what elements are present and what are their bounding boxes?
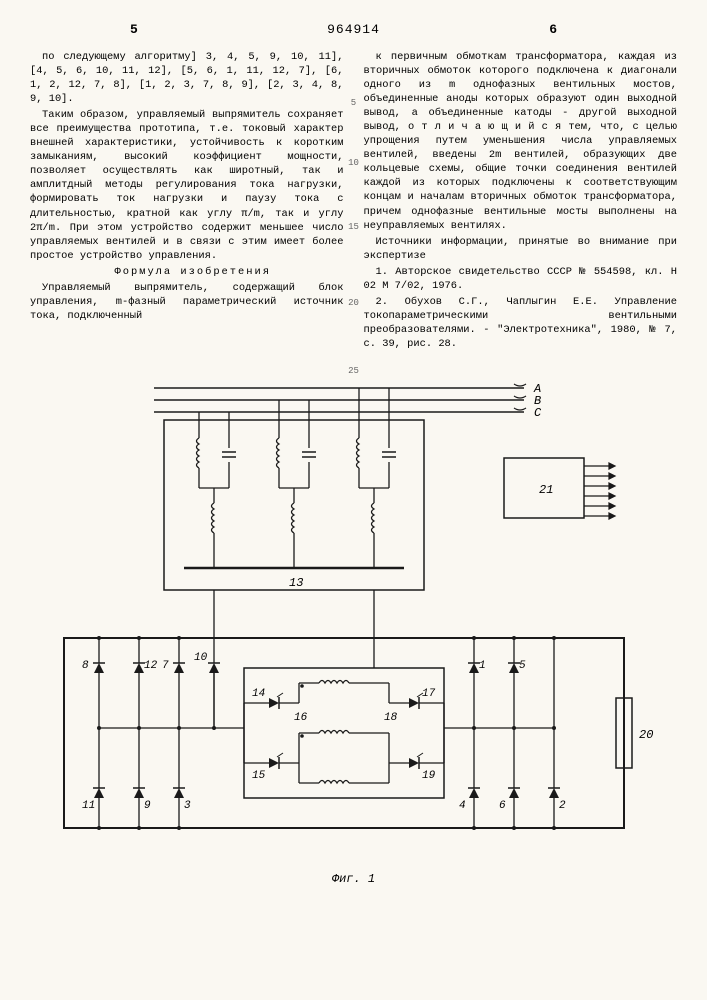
label-19: 19 [422,770,436,782]
patent-number: 964914 [327,22,380,37]
label-10: 10 [194,652,208,664]
paragraph: Управляемый выпрямитель, содержащий блок… [30,281,344,323]
label-6: 6 [499,800,506,812]
line-mark: 10 [345,158,363,168]
label-20: 20 [639,728,653,742]
label-15: 15 [252,770,266,782]
source-item: 2. Обухов С.Г., Чаплыгин Е.Е. Управление… [364,295,678,351]
line-mark: 5 [345,98,363,108]
label-7: 7 [162,660,169,672]
figure-1: A B C [30,368,677,868]
label-2: 2 [559,800,566,812]
line-mark: 20 [345,298,363,308]
label-5: 5 [519,660,526,672]
source-item: 1. Авторское свидетельство СССР № 554598… [364,265,678,293]
label-16: 16 [294,712,308,724]
formula-title: Формула изобретения [30,265,344,279]
right-column: к первичным обмоткам трансформатора, каж… [364,50,678,353]
label-13: 13 [289,576,303,590]
line-mark: 15 [345,222,363,232]
left-column: по следующему алгоритму] 3, 4, 5, 9, 10,… [30,50,344,353]
label-11: 11 [82,800,95,812]
paragraph: Таким образом, управляемый выпрямитель с… [30,108,344,263]
label-14: 14 [252,688,265,700]
right-column-number: 6 [549,22,557,37]
circuit-diagram: A B C [44,368,664,868]
label-3: 3 [184,800,191,812]
line-mark: 25 [345,366,363,376]
label-21: 21 [539,483,553,497]
left-column-number: 5 [130,22,138,37]
label-4: 4 [459,800,466,812]
label-17: 17 [422,688,436,700]
paragraph: по следующему алгоритму] 3, 4, 5, 9, 10,… [30,50,344,106]
paragraph: к первичным обмоткам трансформатора, каж… [364,50,678,233]
label-12: 12 [144,660,158,672]
page-container: 5 964914 6 5 10 15 20 25 по следующему а… [0,0,707,1000]
label-1: 1 [479,660,486,672]
label-8: 8 [82,660,89,672]
sources-title: Источники информации, принятые во вниман… [364,235,678,263]
label-18: 18 [384,712,398,724]
phase-label-c: C [534,406,542,420]
figure-caption: Фиг. 1 [30,872,677,886]
label-9: 9 [144,800,151,812]
